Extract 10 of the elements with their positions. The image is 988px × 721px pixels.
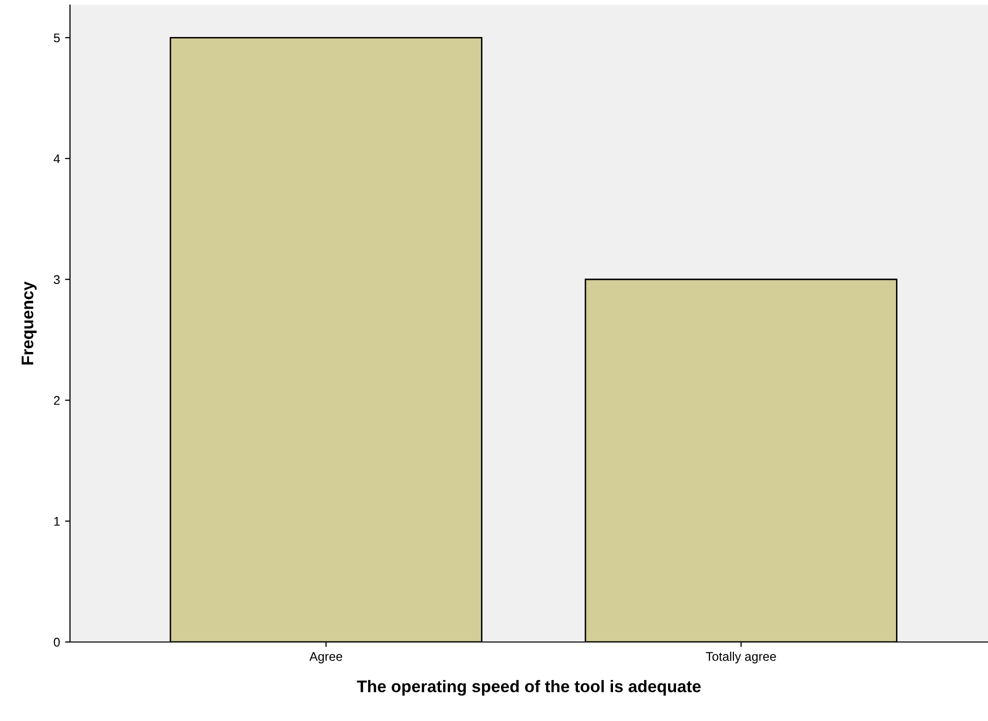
x-tick-label: Totally agree [706, 652, 776, 664]
y-tick-label: 0 [54, 638, 60, 647]
y-axis-title: Frequency [22, 281, 37, 365]
y-tick-label: 4 [54, 154, 60, 164]
x-tick-label: Agree [309, 652, 342, 664]
y-tick-label: 5 [54, 34, 60, 42]
y-tick-label: 1 [54, 517, 60, 526]
y-tick-label: 3 [54, 275, 60, 284]
y-tick-label: 2 [54, 396, 60, 405]
x-axis-title: The operating speed of the tool is adequate [356, 680, 701, 696]
